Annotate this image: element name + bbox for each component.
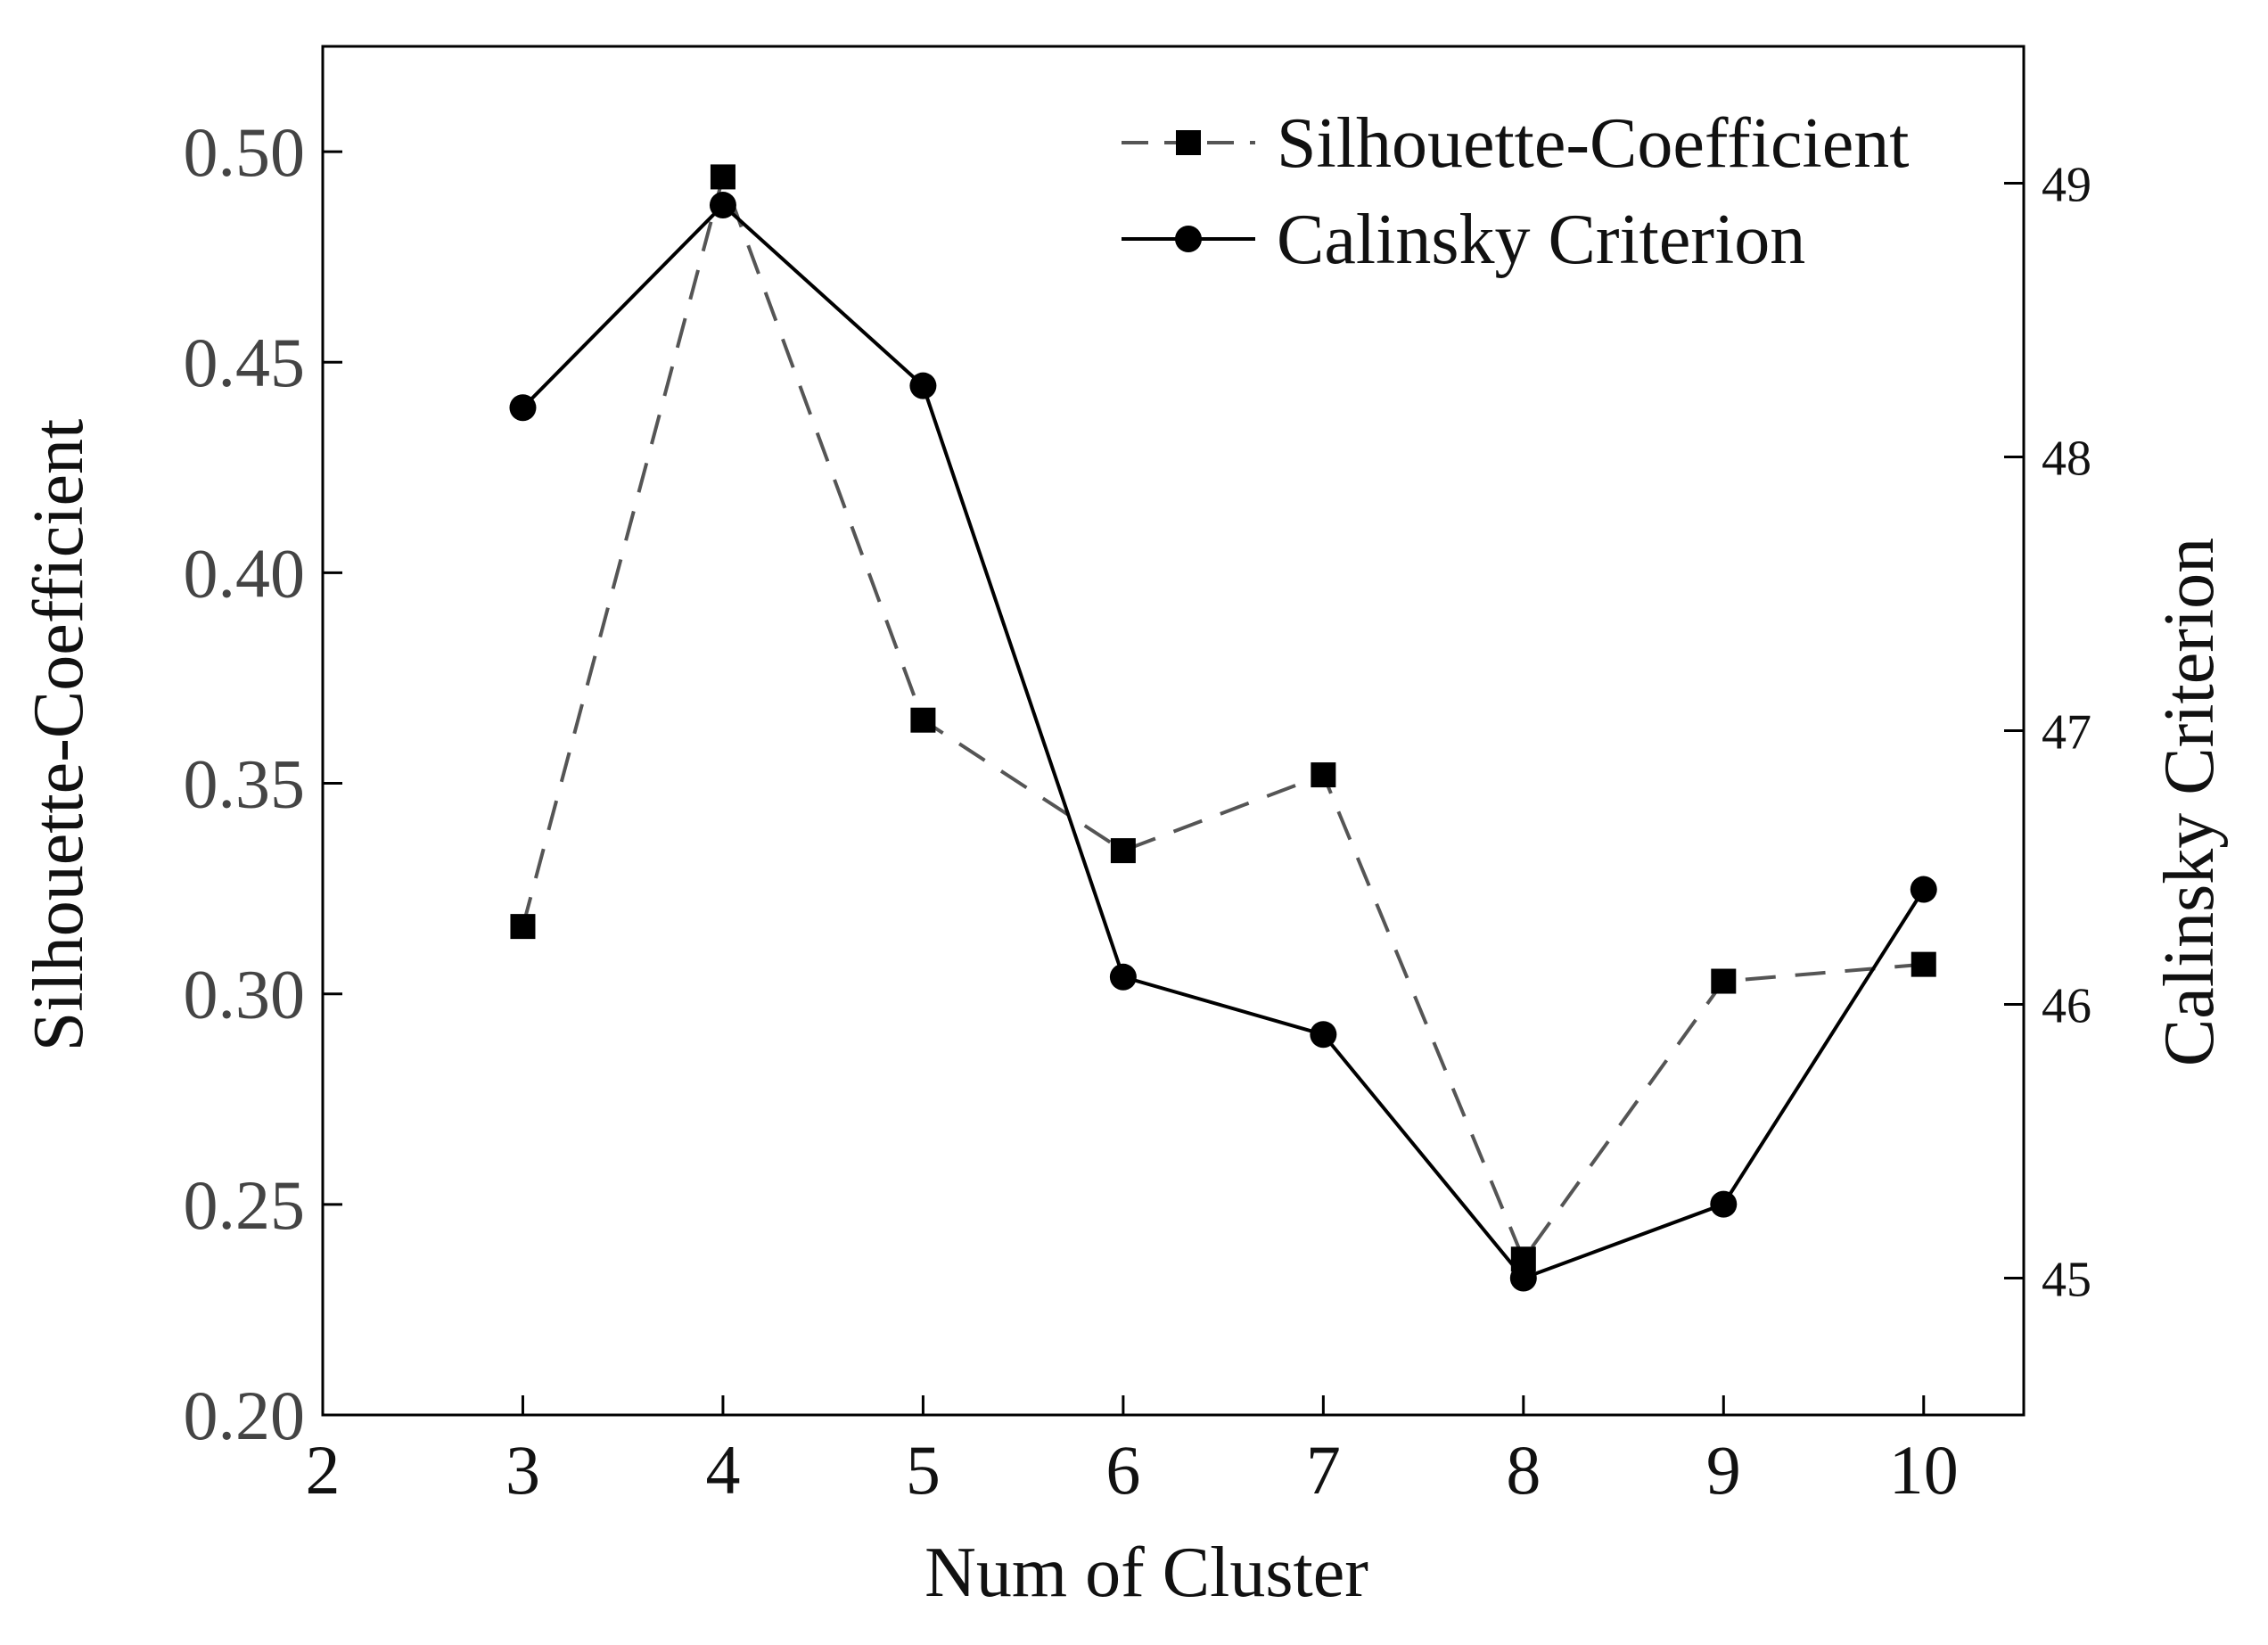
legend-item-calinsky-criterion: Calinsky Criterion (1122, 201, 1805, 279)
legend-label: Silhouette-Coefficient (1277, 104, 1909, 183)
data-point-square (510, 914, 536, 940)
legend-item-silhouette-coefficient: Silhouette-Coefficient (1122, 104, 1909, 183)
y-left-tick-label: 0.35 (184, 745, 306, 823)
data-point-circle (1910, 876, 1937, 903)
data-point-circle (509, 394, 537, 422)
x-tick-label: 4 (705, 1431, 740, 1509)
data-point-circle (909, 372, 937, 399)
legend-marker-circle (1175, 226, 1202, 252)
data-point-circle (1710, 1190, 1738, 1218)
y-right-tick-label: 48 (2042, 432, 2091, 487)
y-axis-left: 0.20 0.25 0.30 0.35 0.40 0.45 0.50 (184, 113, 342, 1454)
x-tick-label: 9 (1706, 1431, 1741, 1509)
series-line-silhouette-coefficient (521, 170, 1924, 1263)
y-axis-right: 45 46 47 48 49 (2004, 158, 2091, 1308)
legend: Silhouette-Coefficient Calinsky Criterion (1122, 104, 1909, 279)
series-layer (509, 164, 1937, 1292)
data-point-circle (1310, 1021, 1337, 1049)
y-left-tick-label: 0.30 (184, 956, 306, 1033)
data-point-square (1311, 762, 1336, 788)
data-point-circle (1109, 963, 1137, 991)
x-tick-label: 3 (505, 1431, 540, 1509)
x-axis-title: Num of Cluster (924, 1534, 1368, 1612)
legend-label: Calinsky Criterion (1277, 201, 1805, 279)
series-calinsky-criterion (509, 192, 1937, 1292)
y-right-tick-label: 49 (2042, 158, 2091, 213)
data-point-square (910, 707, 936, 733)
x-tick-label: 8 (1506, 1431, 1541, 1509)
series-silhouette-coefficient (510, 164, 1936, 1272)
x-tick-label: 2 (306, 1431, 341, 1509)
data-point-square (1110, 838, 1136, 864)
x-axis: 2 3 4 5 6 7 8 9 10 (306, 1395, 1959, 1509)
x-tick-label: 5 (906, 1431, 941, 1509)
y-left-tick-label: 0.40 (184, 534, 306, 612)
y-left-tick-label: 0.25 (184, 1166, 306, 1244)
x-tick-label: 6 (1105, 1431, 1140, 1509)
y-left-tick-label: 0.45 (184, 324, 306, 401)
legend-marker-square (1176, 130, 1201, 155)
data-point-square (710, 164, 735, 190)
y-left-tick-label: 0.50 (184, 113, 306, 191)
x-tick-label: 10 (1889, 1431, 1959, 1509)
x-tick-label: 7 (1306, 1431, 1341, 1509)
data-point-circle (709, 192, 736, 219)
data-point-circle (1509, 1264, 1537, 1292)
y-right-tick-label: 47 (2042, 705, 2091, 761)
data-point-square (1711, 968, 1737, 994)
data-point-square (1911, 951, 1936, 977)
y-left-tick-label: 0.20 (184, 1377, 306, 1454)
y-right-tick-label: 46 (2042, 979, 2091, 1034)
series-line-calinsky-criterion (522, 202, 1926, 1280)
y-right-tick-label: 45 (2042, 1253, 2091, 1308)
y-axis-left-title: Silhouette-Coefficient (20, 419, 98, 1051)
y-axis-right-title: Calinsky Criterion (2150, 538, 2229, 1066)
